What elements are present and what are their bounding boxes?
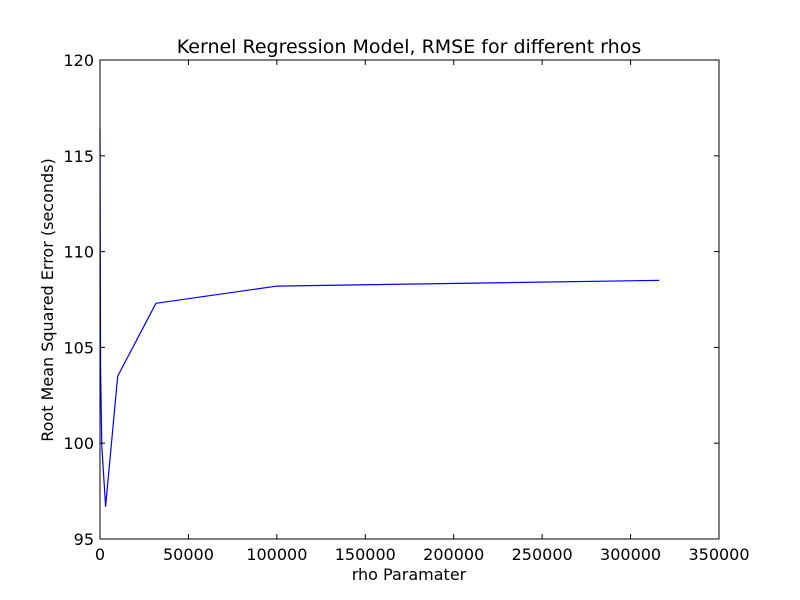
x-tick-label-1: 50000 [163, 545, 214, 564]
y-axis-label: Root Mean Squared Error (seconds) [38, 158, 57, 442]
chart-title: Kernel Regression Model, RMSE for differ… [177, 36, 641, 58]
x-tick-label-3: 150000 [335, 545, 396, 564]
x-tick-label-5: 250000 [512, 545, 573, 564]
y-tick-label-1: 100 [63, 434, 94, 453]
y-tick-label-4: 115 [63, 147, 94, 166]
x-tick-label-0: 0 [95, 545, 105, 564]
y-tick-label-2: 105 [63, 338, 94, 357]
x-axis-label: rho Paramater [352, 565, 467, 584]
x-tick-label-7: 350000 [688, 545, 749, 564]
x-tick-label-6: 300000 [600, 545, 661, 564]
y-tick-label-3: 110 [63, 243, 94, 262]
y-tick-label-0: 95 [74, 530, 94, 549]
x-tick-label-2: 100000 [246, 545, 307, 564]
x-tick-label-4: 200000 [423, 545, 484, 564]
plot-frame [99, 59, 720, 540]
plot-area: 0 50000 100000 150000 200000 250000 300000 3500… [63, 51, 749, 564]
y-tick-label-5: 120 [63, 51, 94, 70]
